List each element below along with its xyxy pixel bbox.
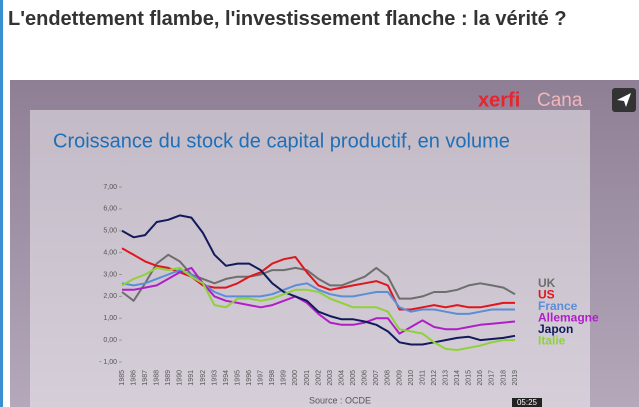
video[interactable]: xerfi Cana Croissance du stock de capita… bbox=[10, 80, 639, 407]
series-line bbox=[121, 247, 515, 311]
legend-label: US bbox=[538, 288, 555, 302]
x-tick-label: 1987 bbox=[142, 370, 149, 386]
y-tick-label: 2,00 bbox=[103, 293, 117, 300]
y-tick-label: 6,00 bbox=[103, 206, 117, 213]
duration-badge bbox=[512, 398, 542, 407]
duration: 05:25 bbox=[517, 398, 538, 407]
x-tick-label: 2005 bbox=[350, 370, 357, 386]
x-tick-label: 2007 bbox=[373, 370, 380, 386]
x-tick-label: 2017 bbox=[489, 370, 496, 386]
y-tick-label: 0,00 bbox=[103, 337, 117, 344]
x-tick-label: 2012 bbox=[431, 370, 438, 386]
x-tick-label: 1988 bbox=[154, 370, 161, 386]
x-tick-label: 1986 bbox=[130, 370, 137, 386]
series-line bbox=[121, 266, 515, 351]
x-tick-label: 2010 bbox=[408, 370, 415, 386]
series-line bbox=[122, 266, 516, 335]
y-tick-label: 5,00 bbox=[103, 228, 117, 235]
x-tick-label: 1991 bbox=[188, 370, 195, 386]
legend-label: Italie bbox=[538, 334, 566, 348]
chart-panel bbox=[30, 110, 590, 407]
x-tick-label: 2018 bbox=[500, 370, 507, 386]
x-tick-label: 1985 bbox=[119, 370, 126, 386]
y-tick-label: 7,00 bbox=[103, 184, 117, 191]
x-tick-label: 2004 bbox=[338, 370, 345, 386]
x-tick-label: 1998 bbox=[269, 370, 276, 386]
x-tick-label: 2002 bbox=[315, 370, 322, 386]
legend-label: France bbox=[538, 299, 578, 313]
x-tick-label: 2013 bbox=[442, 370, 449, 386]
brand-channel: Cana bbox=[537, 90, 583, 111]
x-tick-label: 2003 bbox=[327, 370, 334, 386]
brand: xerfi bbox=[478, 89, 520, 111]
x-tick-label: 1997 bbox=[258, 370, 265, 386]
series-line bbox=[121, 214, 516, 346]
page-title: L'endettement flambe, l'investissement f… bbox=[8, 8, 567, 30]
y-tick-label: 4,00 bbox=[103, 249, 117, 256]
y-tick-label: - 1,00 bbox=[99, 359, 117, 366]
accent-bar bbox=[0, 0, 3, 407]
x-tick-label: 1989 bbox=[165, 370, 172, 386]
x-tick-label: 2000 bbox=[292, 370, 299, 386]
x-tick-label: 2015 bbox=[466, 370, 473, 386]
x-tick-label: 2009 bbox=[396, 370, 403, 386]
legend-label: Allemagne bbox=[538, 311, 599, 325]
x-tick-label: 2008 bbox=[385, 370, 392, 386]
source: Source : OCDE bbox=[309, 395, 371, 405]
x-tick-label: 1990 bbox=[177, 370, 184, 386]
legend-label: Japon bbox=[538, 322, 573, 336]
x-tick-label: 1993 bbox=[211, 370, 218, 386]
share-icon bbox=[617, 93, 631, 107]
x-tick-label: 1999 bbox=[281, 370, 288, 386]
video-background bbox=[10, 80, 639, 407]
x-tick-label: 2014 bbox=[454, 370, 461, 386]
y-tick-label: 1,00 bbox=[103, 315, 117, 322]
x-tick-label: 2011 bbox=[419, 370, 426, 385]
x-tick-label: 2016 bbox=[477, 370, 484, 386]
x-tick-label: 2006 bbox=[362, 370, 369, 386]
x-tick-label: 2019 bbox=[512, 370, 519, 386]
x-tick-label: 1992 bbox=[200, 370, 207, 386]
x-tick-label: 1996 bbox=[246, 370, 253, 386]
x-tick-label: 2001 bbox=[304, 370, 311, 386]
chart-title: Croissance du stock de capital productif… bbox=[53, 130, 510, 152]
legend-label: UK bbox=[538, 276, 556, 290]
y-tick-label: 3,00 bbox=[103, 271, 117, 278]
x-tick-label: 1995 bbox=[234, 370, 241, 386]
x-tick-label: 1994 bbox=[223, 370, 230, 386]
